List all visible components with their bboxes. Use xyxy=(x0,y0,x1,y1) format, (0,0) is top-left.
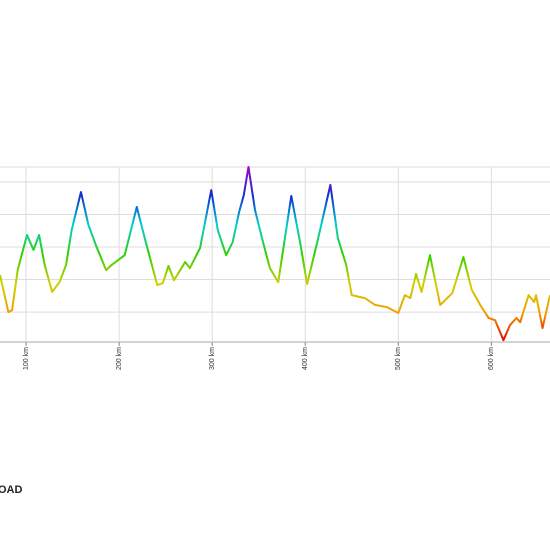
logo: OAD xyxy=(0,484,23,496)
x-tick-label: 600 km xyxy=(488,347,495,370)
x-tick-label: 300 km xyxy=(209,347,216,370)
x-tick-label: 100 km xyxy=(23,347,30,370)
x-tick-label: 500 km xyxy=(395,347,402,370)
x-tick-label: 200 km xyxy=(116,347,123,370)
x-tick-label: 400 km xyxy=(302,347,309,370)
elevation-line xyxy=(0,166,550,342)
